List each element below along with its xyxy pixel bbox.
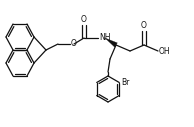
Text: O: O <box>81 15 87 24</box>
Text: OH: OH <box>159 46 171 55</box>
Polygon shape <box>105 38 117 47</box>
Text: O: O <box>71 39 77 49</box>
Text: NH: NH <box>99 34 111 43</box>
Text: Br: Br <box>121 78 130 87</box>
Text: O: O <box>141 21 147 30</box>
